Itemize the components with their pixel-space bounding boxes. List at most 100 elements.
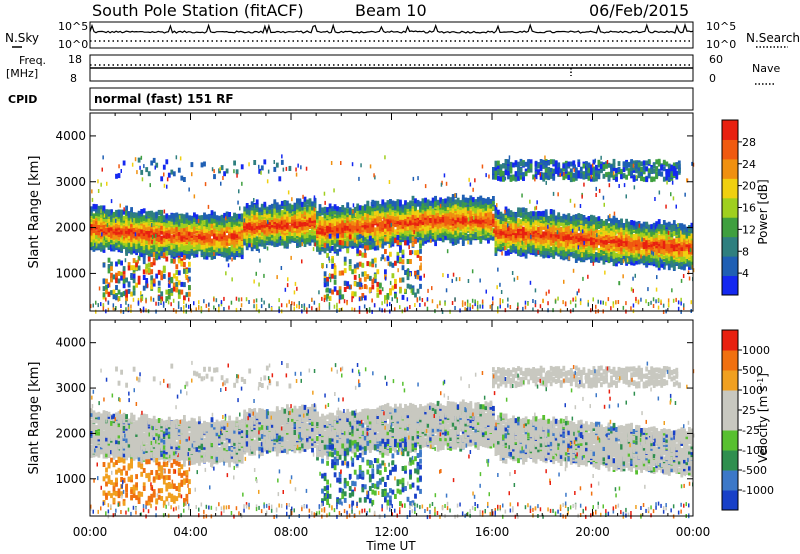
noise-tick-left-top: 10^5 <box>58 20 88 33</box>
echo-cell <box>120 223 123 229</box>
echo-cell <box>195 249 199 255</box>
echo-cell <box>183 218 186 224</box>
echo-cell <box>328 215 332 221</box>
echo-cell <box>165 218 169 224</box>
echo-cell <box>615 222 618 228</box>
echo-cell <box>175 212 179 218</box>
echo-cell <box>215 246 219 252</box>
echo-cell <box>333 221 337 226</box>
echo-cell <box>293 202 297 208</box>
echo-cell <box>127 211 131 217</box>
echo-cell <box>308 198 312 204</box>
echo-cell <box>341 205 345 210</box>
echo-cell <box>464 197 468 203</box>
echo-cell <box>97 211 101 217</box>
echo-cell <box>193 221 196 227</box>
echo-cell <box>263 208 267 214</box>
echo-cell <box>386 200 390 206</box>
echo-cell <box>243 214 247 220</box>
echo-cell <box>162 221 166 227</box>
echo-cell <box>150 210 154 216</box>
echo-cell <box>577 233 581 239</box>
echo-cell <box>260 203 264 209</box>
echo-cell <box>308 233 312 239</box>
date-label: 06/Feb/2015 <box>589 1 689 20</box>
echo-cell <box>150 248 154 254</box>
echo-cell <box>142 234 146 240</box>
echo-cell <box>228 250 231 256</box>
echo-cell <box>557 212 561 218</box>
echo-cell <box>331 209 334 215</box>
echo-cell <box>328 226 332 232</box>
echo-cell <box>298 239 302 245</box>
echo-cell <box>115 209 118 215</box>
echo-cell <box>331 235 334 241</box>
echo-cell <box>218 215 221 221</box>
echo-cell <box>263 201 267 207</box>
echo-cell <box>308 206 312 212</box>
echo-cell <box>356 223 360 229</box>
echo-cell <box>592 253 596 259</box>
echo-cell <box>426 224 430 230</box>
echo-cell <box>145 235 149 241</box>
echo-cell <box>105 209 108 215</box>
echo-cell <box>507 249 510 255</box>
echo-cell <box>532 211 535 217</box>
echo-cell <box>532 244 535 250</box>
echo-cell <box>270 232 274 238</box>
echo-cell <box>333 237 337 243</box>
echo-cell <box>275 221 279 227</box>
echo-cell <box>172 242 176 248</box>
echo-cell <box>205 220 209 225</box>
echo-cell <box>205 214 209 220</box>
echo-cell <box>200 215 204 221</box>
echo-cell <box>391 200 395 206</box>
echo-cell <box>479 212 483 217</box>
echo-cell <box>336 229 339 235</box>
echo-cell <box>160 241 164 247</box>
echo-cell <box>466 234 470 240</box>
echo-cell <box>235 213 239 219</box>
echo-cell <box>316 231 319 237</box>
echo-cell <box>509 210 513 216</box>
echo-cell <box>117 247 121 253</box>
echo-cell <box>193 226 196 232</box>
echo-cell <box>223 240 226 246</box>
echo-cell <box>582 220 586 225</box>
echo-cell <box>162 215 166 221</box>
echo-cell <box>346 231 350 237</box>
echo-cell <box>125 219 128 225</box>
echo-cell <box>456 197 460 203</box>
echo-cell <box>243 233 247 239</box>
echo-cell <box>175 244 179 250</box>
echo-cell <box>406 202 410 208</box>
echo-cell <box>291 214 294 220</box>
echo-cell <box>213 223 216 229</box>
echo-cell <box>215 235 219 241</box>
echo-cell <box>607 243 611 249</box>
echo-cell <box>439 197 442 203</box>
echo-cell <box>323 245 327 251</box>
echo-cell <box>270 211 274 217</box>
echo-cell <box>170 226 174 232</box>
echo-cell <box>100 220 103 226</box>
echo-cell <box>155 216 159 222</box>
echo-cell <box>90 217 93 222</box>
echo-cell <box>522 226 525 232</box>
echo-cell <box>92 222 96 228</box>
echo-cell <box>210 238 214 244</box>
echo-cell <box>140 234 144 240</box>
echo-cell <box>147 232 151 238</box>
echo-cell <box>617 219 621 225</box>
echo-cell <box>167 219 171 224</box>
echo-cell <box>243 211 247 217</box>
echo-cell <box>228 233 231 239</box>
echo-cell <box>336 220 339 226</box>
echo-cell <box>316 239 319 244</box>
echo-cell <box>97 229 101 235</box>
echo-cell <box>233 246 236 251</box>
echo-cell <box>265 222 269 227</box>
echo-cell <box>308 229 312 235</box>
echo-cell <box>333 234 337 240</box>
echo-cell <box>188 218 191 224</box>
